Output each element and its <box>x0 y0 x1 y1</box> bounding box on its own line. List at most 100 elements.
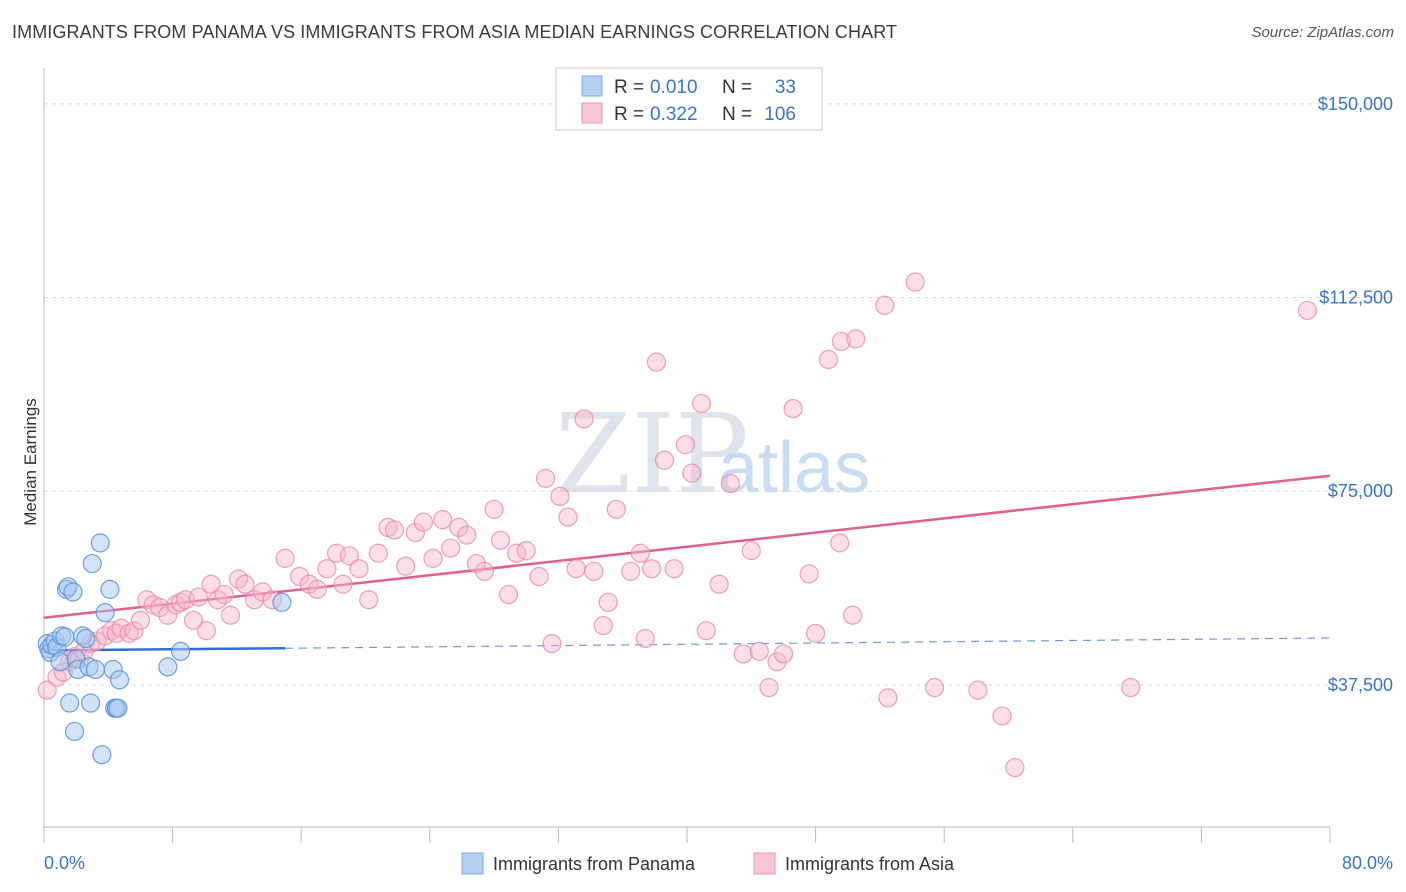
panama-trend-extension <box>285 637 1331 649</box>
panama-point <box>92 745 112 765</box>
panama-point <box>50 652 70 672</box>
asia-point <box>158 605 178 625</box>
asia-point <box>349 559 369 579</box>
asia-point <box>359 590 379 610</box>
panama-point <box>81 693 101 713</box>
asia-point <box>183 610 204 630</box>
asia-point <box>799 564 819 584</box>
asia-point <box>498 584 519 605</box>
asia-point <box>875 295 895 315</box>
x-tick-labels: 0.0% 80.0% <box>44 853 1393 873</box>
y-tick-label: $150,000 <box>1318 94 1393 114</box>
y-tick-label: $75,000 <box>1328 481 1393 501</box>
asia-point <box>1121 677 1141 698</box>
legend-swatch-asia <box>581 102 603 124</box>
asia-point <box>423 548 443 568</box>
legend-r-value-panama: 0.010 <box>650 77 698 98</box>
panama-point <box>95 603 115 623</box>
watermark: ZIP atlas <box>555 390 870 518</box>
asia-point <box>433 510 453 530</box>
asia-point <box>384 520 405 540</box>
asia-point <box>196 621 216 641</box>
asia-point <box>535 468 556 488</box>
asia-point <box>654 450 675 470</box>
asia-point <box>606 499 626 519</box>
asia-point <box>635 628 655 649</box>
panama-point <box>109 670 130 690</box>
asia-point <box>598 592 618 612</box>
asia-point <box>490 530 511 550</box>
asia-point <box>749 641 769 661</box>
panama-point <box>82 553 102 574</box>
asia-point <box>664 559 684 579</box>
asia-point <box>214 584 234 605</box>
asia-point <box>413 512 433 532</box>
panama-point <box>171 641 191 661</box>
watermark-atlas: atlas <box>718 428 870 508</box>
asia-point <box>733 644 753 664</box>
legend-n-value-panama: 33 <box>775 77 796 98</box>
asia-point <box>846 329 866 349</box>
asia-point <box>924 677 945 698</box>
panama-point <box>63 582 83 602</box>
asia-point <box>550 486 570 507</box>
asia-point <box>275 548 295 568</box>
asia-point <box>741 541 761 561</box>
legend-r-label-asia: R = <box>614 104 644 125</box>
asia-point <box>759 677 779 698</box>
asia-point <box>783 398 803 419</box>
asia-point <box>646 352 667 372</box>
panama-point <box>90 533 110 553</box>
asia-point <box>709 574 729 594</box>
asia-point <box>457 525 477 545</box>
y-tick-label: $37,500 <box>1328 675 1393 695</box>
asia-point <box>466 553 487 574</box>
panama-point <box>55 627 75 647</box>
asia-point <box>317 559 337 579</box>
asia-point <box>474 561 495 581</box>
panama-point <box>60 693 80 713</box>
panama-point <box>158 657 178 677</box>
asia-point <box>130 610 151 630</box>
asia-point <box>253 582 273 602</box>
asia-point <box>558 507 578 527</box>
asia-point <box>396 556 416 576</box>
asia-point <box>642 559 662 579</box>
asia-point <box>878 688 898 708</box>
asia-point <box>124 621 144 641</box>
legend-r-value-asia: 0.322 <box>650 104 698 125</box>
asia-point <box>905 272 925 292</box>
asia-point <box>574 409 594 429</box>
asia-point <box>773 644 794 664</box>
bottom-legend-label-panama: Immigrants from Panama <box>493 854 696 874</box>
asia-point <box>95 626 115 646</box>
chart-title: IMMIGRANTS FROM PANAMA VS IMMIGRANTS FRO… <box>12 22 898 42</box>
asia-point <box>621 561 641 581</box>
legend-swatch-panama <box>581 75 603 97</box>
asia-point <box>484 499 504 519</box>
asia-point <box>542 634 562 654</box>
asia-point <box>150 597 170 618</box>
asia-point <box>675 435 695 455</box>
series-panama-points <box>37 533 292 765</box>
asia-point <box>696 621 716 641</box>
asia-point <box>1005 757 1025 778</box>
asia-point <box>767 652 787 672</box>
asia-point <box>441 538 461 558</box>
panama-point <box>272 592 292 612</box>
asia-trend-line <box>43 474 1331 620</box>
asia-point <box>339 546 360 566</box>
asia-point <box>593 615 614 636</box>
bottom-legend-label-asia: Immigrants from Asia <box>785 854 955 874</box>
panama-point <box>85 659 106 680</box>
x-tick-label-start: 0.0% <box>44 853 85 873</box>
asia-point <box>235 574 255 594</box>
asia-point <box>529 566 549 587</box>
asia-point <box>368 543 388 563</box>
asia-point <box>220 605 241 625</box>
asia-point <box>333 574 353 594</box>
legend-n-label-asia: N = <box>722 104 752 125</box>
asia-point <box>307 579 327 599</box>
bottom-legend-swatch-panama <box>461 852 484 875</box>
legend-n-value-asia: 106 <box>764 104 796 125</box>
